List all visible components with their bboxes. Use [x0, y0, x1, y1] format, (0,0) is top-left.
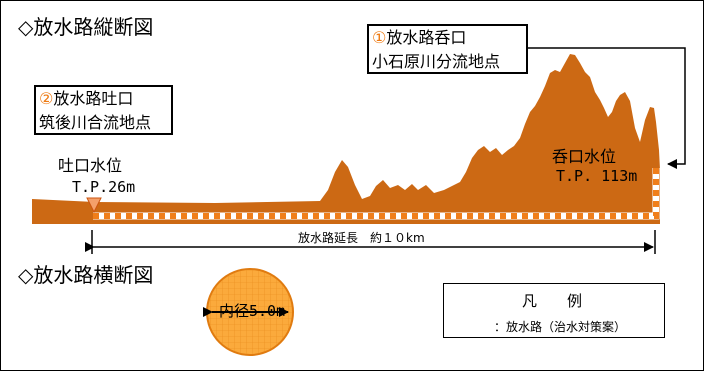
outlet-box: ②放水路吐口 筑後川合流地点 [34, 85, 173, 135]
longitudinal-heading: ◇放水路縦断図 [18, 15, 154, 39]
legend: 凡 例 ：放水路（治水対策案） [443, 283, 665, 338]
terrain-profile [32, 54, 660, 224]
inlet-title-text: 放水路呑口 [386, 28, 467, 47]
inlet-level-value: T.P. 113m [556, 167, 638, 185]
outlet-level-label: 吐口水位 [58, 156, 123, 175]
outlet-level-value: T.P.26m [72, 178, 136, 196]
tunnel-route-dashes [93, 168, 659, 219]
inlet-number: ① [372, 28, 387, 47]
diameter-label: 内径5.0m [219, 302, 286, 320]
inlet-title: ①放水路呑口 [372, 29, 466, 47]
outlet-level-marker [86, 197, 102, 214]
inlet-callout-arrow [528, 47, 686, 169]
legend-item-label: ：放水路（治水対策案） [494, 320, 627, 334]
inlet-box: ①放水路呑口 小石原川分流地点 [367, 24, 528, 74]
legend-title: 凡 例 [522, 292, 583, 310]
outlet-subtitle: 筑後川合流地点 [39, 113, 152, 132]
inlet-subtitle: 小石原川分流地点 [372, 52, 501, 71]
outlet-title-text: 放水路吐口 [53, 89, 134, 108]
cross-section-heading: ◇放水路横断図 [18, 263, 154, 287]
inlet-level-label: 呑口水位 [552, 147, 617, 166]
length-label: 放水路延長 約１０km [298, 231, 425, 245]
outlet-number: ② [39, 89, 54, 108]
outlet-title: ②放水路吐口 [39, 90, 133, 108]
